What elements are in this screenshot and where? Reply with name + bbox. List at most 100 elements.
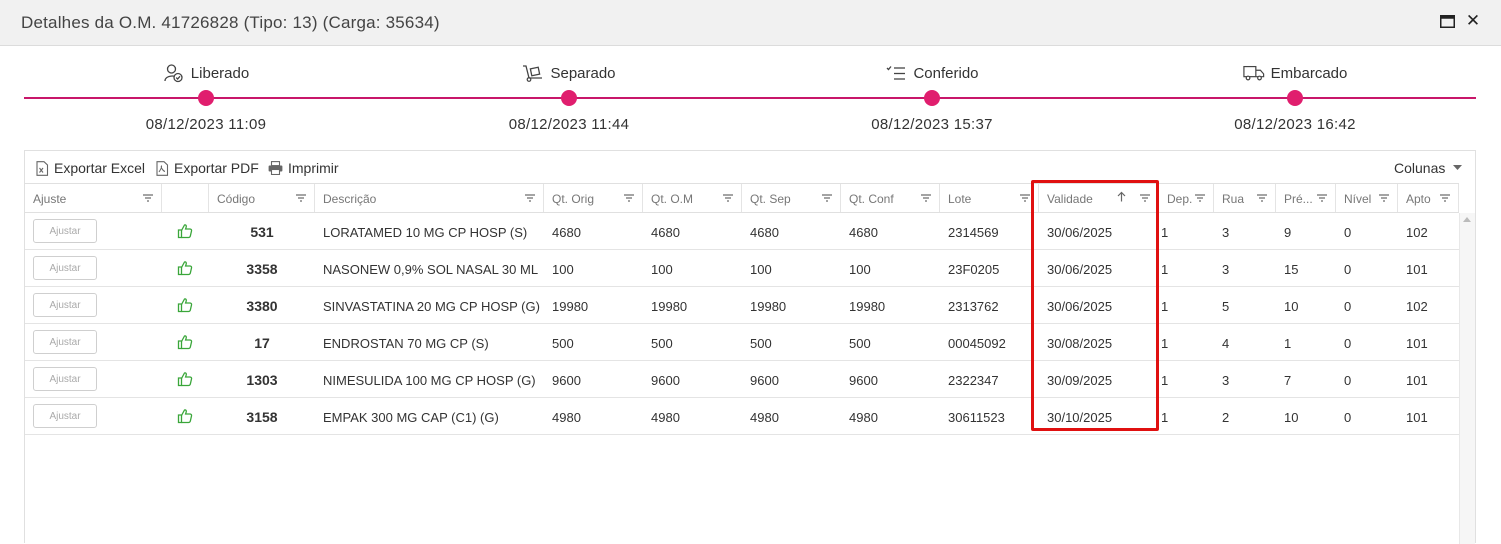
column-header-qt-sep[interactable]: Qt. Sep [742, 184, 841, 212]
filter-icon[interactable] [1019, 192, 1031, 204]
cell-codigo: 17 [254, 335, 270, 351]
truck-icon [1242, 63, 1265, 83]
filter-icon[interactable] [821, 192, 833, 204]
ajustar-button[interactable]: Ajustar [33, 404, 97, 428]
filter-icon[interactable] [1439, 192, 1451, 204]
cell-validade: 30/10/2025 [1047, 410, 1113, 425]
step-label-embarcado: Embarcado [1270, 64, 1348, 82]
table-row[interactable]: Ajustar 531 LORATAMED 10 MG CP HOSP (S) 468… [25, 213, 1459, 250]
thumbs-up-icon [177, 334, 193, 350]
table-row[interactable]: Ajustar 3358 NASONEW 0,9% SOL NASAL 30 ML … [25, 250, 1459, 287]
timeline-dot [1287, 90, 1303, 106]
export-pdf-button[interactable]: Exportar PDF [155, 160, 259, 176]
cell-dep: 1 [1161, 373, 1169, 388]
cell-qt-conf: 100 [849, 262, 871, 277]
step-date-embarcado: 08/12/2023 16:42 [1234, 116, 1356, 133]
cell-pre: 7 [1284, 373, 1292, 388]
cell-validade: 30/08/2025 [1047, 336, 1113, 351]
column-label: Apto [1406, 192, 1431, 206]
filter-icon[interactable] [142, 192, 154, 204]
column-header-pre[interactable]: Pré... [1276, 184, 1336, 212]
filter-icon[interactable] [920, 192, 932, 204]
filter-icon[interactable] [1378, 192, 1390, 204]
column-header-ajuste[interactable]: Ajuste [25, 184, 162, 212]
cell-qt-conf: 9600 [849, 373, 878, 388]
table-row[interactable]: Ajustar 17 ENDROSTAN 70 MG CP (S) 500 500 500… [25, 324, 1459, 361]
column-header-qt-conf[interactable]: Qt. Conf [841, 184, 940, 212]
close-icon: ✕ [1465, 11, 1481, 30]
timeline-line [24, 97, 1476, 99]
vertical-scrollbar[interactable] [1459, 213, 1475, 544]
cell-descricao: EMPAK 300 MG CAP (C1) (G) [323, 410, 499, 425]
checklist-icon [885, 63, 907, 83]
column-header-rua[interactable]: Rua [1214, 184, 1276, 212]
cell-qt-om: 4980 [651, 410, 680, 425]
ajustar-button[interactable]: Ajustar [33, 293, 97, 317]
cell-lote: 2313762 [948, 299, 999, 314]
column-header-descricao[interactable]: Descrição [315, 184, 544, 212]
cell-apto: 101 [1406, 262, 1428, 277]
cell-rua: 5 [1222, 299, 1230, 314]
step-label-liberado: Liberado [190, 64, 250, 82]
column-header-lote[interactable]: Lote [940, 184, 1039, 212]
table-header: Ajuste Código Descrição Qt. Orig Qt. O.M Qt. … [25, 183, 1459, 213]
column-header-codigo[interactable]: Código [209, 184, 315, 212]
cell-lote: 00045092 [948, 336, 1006, 351]
column-label: Validade [1047, 192, 1093, 206]
export-excel-button[interactable]: Exportar Excel [35, 160, 145, 176]
cell-lote: 2322347 [948, 373, 999, 388]
filter-icon[interactable] [1194, 192, 1206, 204]
columns-dropdown[interactable]: Colunas [1394, 160, 1463, 176]
column-label: Nível [1344, 192, 1372, 206]
sort-ascending-icon[interactable] [1117, 191, 1129, 203]
column-label: Descrição [323, 192, 377, 206]
window-title: Detalhes da O.M. 41726828 (Tipo: 13) (Ca… [21, 13, 440, 32]
scroll-up-arrow-icon[interactable] [1463, 217, 1471, 222]
filter-icon[interactable] [1256, 192, 1268, 204]
cell-pre: 15 [1284, 262, 1299, 277]
column-header-nivel[interactable]: Nível [1336, 184, 1398, 212]
cell-apto: 102 [1406, 225, 1428, 240]
filter-icon[interactable] [1139, 192, 1151, 204]
cell-lote: 23F0205 [948, 262, 1000, 277]
print-button[interactable]: Imprimir [268, 160, 339, 176]
table-row[interactable]: Ajustar 1303 NIMESULIDA 100 MG CP HOSP (G)… [25, 361, 1459, 398]
ajustar-button[interactable]: Ajustar [33, 330, 97, 354]
filter-icon[interactable] [295, 192, 307, 204]
column-header-apto[interactable]: Apto [1398, 184, 1459, 212]
column-header-qt-orig[interactable]: Qt. Orig [544, 184, 643, 212]
filter-icon[interactable] [524, 192, 536, 204]
grid-toolbar: Exportar Excel Exportar PDF Imprimir Col… [25, 151, 1475, 183]
cell-qt-om: 9600 [651, 373, 680, 388]
column-header-qt-om[interactable]: Qt. O.M [643, 184, 742, 212]
caret-down-icon [1453, 165, 1463, 170]
maximize-button[interactable] [1438, 12, 1456, 30]
column-header-dep[interactable]: Dep. [1159, 184, 1214, 212]
column-label: Código [217, 192, 256, 206]
filter-icon[interactable] [623, 192, 635, 204]
cell-descricao: LORATAMED 10 MG CP HOSP (S) [323, 225, 528, 240]
cell-rua: 2 [1222, 410, 1230, 425]
column-label: Pré... [1284, 192, 1313, 206]
ajustar-button[interactable]: Ajustar [33, 367, 97, 391]
column-header-validade[interactable]: Validade [1039, 184, 1159, 212]
title-bar: Detalhes da O.M. 41726828 (Tipo: 13) (Ca… [0, 0, 1501, 46]
cell-apto: 102 [1406, 299, 1428, 314]
filter-icon[interactable] [722, 192, 734, 204]
cell-qt-sep: 4680 [750, 225, 779, 240]
ajustar-button[interactable]: Ajustar [33, 219, 97, 243]
table-row[interactable]: Ajustar 3380 SINVASTATINA 20 MG CP HOSP (G… [25, 287, 1459, 324]
ajustar-button[interactable]: Ajustar [33, 256, 97, 280]
cell-apto: 101 [1406, 373, 1428, 388]
thumbs-up-icon [177, 223, 193, 239]
cell-rua: 3 [1222, 262, 1230, 277]
close-button[interactable]: ✕ [1464, 11, 1482, 30]
step-date-conferido: 08/12/2023 15:37 [871, 116, 993, 133]
step-label-conferido: Conferido [913, 64, 979, 82]
cell-validade: 30/06/2025 [1047, 299, 1113, 314]
cell-qt-orig: 100 [552, 262, 574, 277]
table-row[interactable]: Ajustar 3158 EMPAK 300 MG CAP (C1) (G) 4980… [25, 398, 1459, 435]
filter-icon[interactable] [1316, 192, 1328, 204]
cell-qt-om: 100 [651, 262, 673, 277]
cell-pre: 10 [1284, 299, 1299, 314]
